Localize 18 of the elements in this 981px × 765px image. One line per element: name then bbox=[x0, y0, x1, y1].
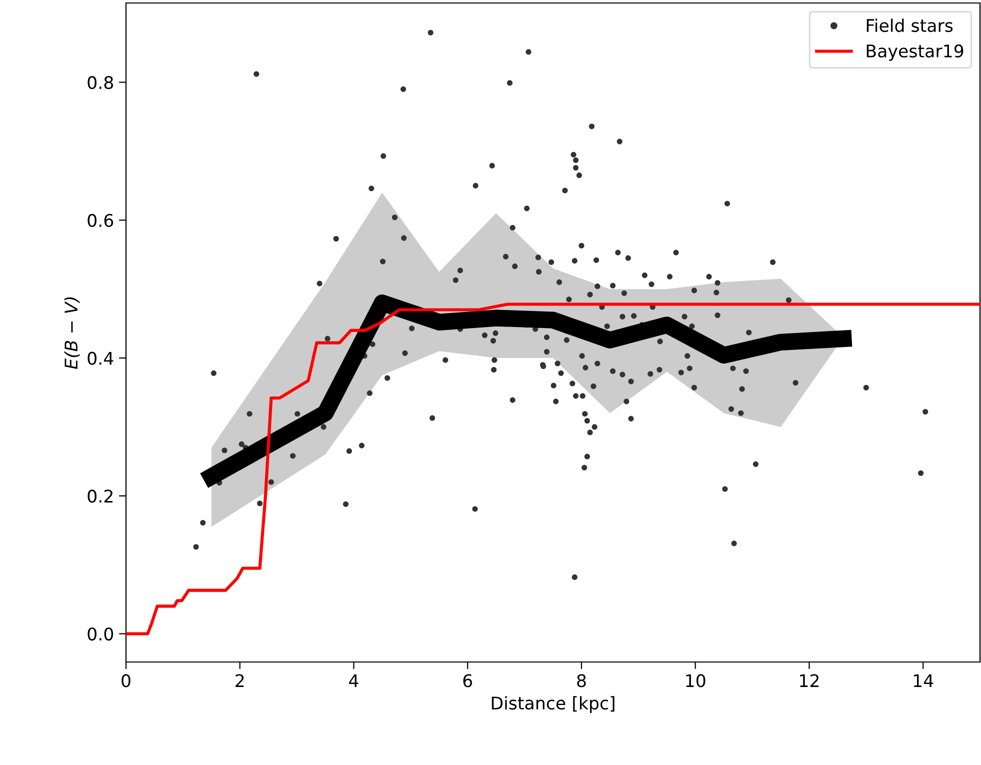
legend-label: Bayestar19 bbox=[866, 44, 964, 61]
y-axis-title: E(B − V) bbox=[64, 297, 80, 369]
x-tick-label: 8 bbox=[577, 674, 586, 688]
x-tick-label: 2 bbox=[236, 674, 244, 687]
y-tick-label: 0.2 bbox=[88, 490, 112, 503]
x-tick-label: 0 bbox=[122, 674, 130, 688]
y-tick-label: 0.6 bbox=[88, 214, 114, 227]
legend-label: Field stars bbox=[866, 18, 953, 32]
x-tick-label: 6 bbox=[463, 674, 472, 688]
x-tick-label: 4 bbox=[349, 674, 358, 687]
x-tick-label: 12 bbox=[800, 674, 819, 687]
y-tick-label: 0.4 bbox=[88, 352, 114, 365]
y-tick-label: 0.0 bbox=[88, 627, 114, 641]
x-tick-label: 10 bbox=[686, 674, 706, 688]
line-series bbox=[126, 302, 980, 636]
x-tick-label: 14 bbox=[914, 674, 934, 687]
x-axis-title: Distance [kpc] bbox=[492, 696, 614, 713]
y-tick-label: 0.8 bbox=[88, 76, 114, 90]
